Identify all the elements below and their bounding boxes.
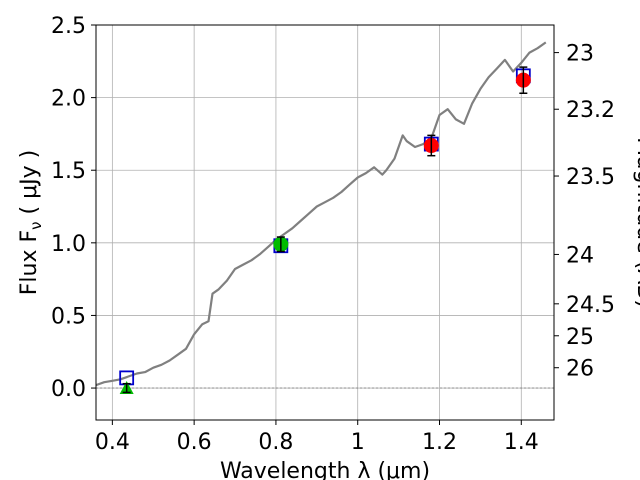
x-tick-label: 0.6 [177, 430, 212, 455]
y2-tick-label: 23.2 [566, 98, 615, 123]
y2-tick-label: 23 [566, 42, 594, 67]
sed-model-line [95, 41, 547, 387]
y-tick-label: 2.5 [51, 14, 86, 39]
y-tick-label: 0.0 [51, 377, 86, 402]
x-axis-label: Wavelength λ (μm) [220, 459, 430, 480]
x-tick-label: 1.2 [422, 430, 457, 455]
y-tick-label: 1.5 [51, 159, 86, 184]
y-axis-label-suffix: ( μJy ) [17, 150, 42, 222]
y-axis-label-subscript: ν [27, 221, 45, 229]
y2-tick-label: 24.5 [566, 293, 615, 318]
plot-area [95, 41, 554, 395]
y2-tick-label: 26 [566, 357, 594, 382]
right-axis-label: Magnitude (AB) [632, 137, 640, 308]
y-tick-label: 1.0 [51, 232, 86, 257]
grid [96, 24, 554, 420]
plot-frame [95, 24, 555, 421]
axes: 0.4 0.6 0.8 1 1.2 1.4 0.0 0.5 1.0 1.5 2.0 2.5 23 23.2… [51, 14, 615, 455]
y2-tick-label: 24 [566, 243, 594, 268]
y-tick-label: 2.0 [51, 87, 86, 112]
y-tick-label: 0.5 [51, 304, 86, 329]
x-tick-label: 0.4 [95, 430, 130, 455]
x-tick-label: 1.4 [504, 430, 539, 455]
y2-tick-label: 25 [566, 325, 594, 350]
y-axis-label-prefix: Flux F [17, 230, 42, 295]
x-tick-label: 1 [351, 430, 365, 455]
x-tick-label: 0.8 [258, 430, 293, 455]
y2-tick-label: 23.5 [566, 165, 615, 190]
y-axis-label: Flux Fν ( μJy ) [17, 150, 45, 295]
